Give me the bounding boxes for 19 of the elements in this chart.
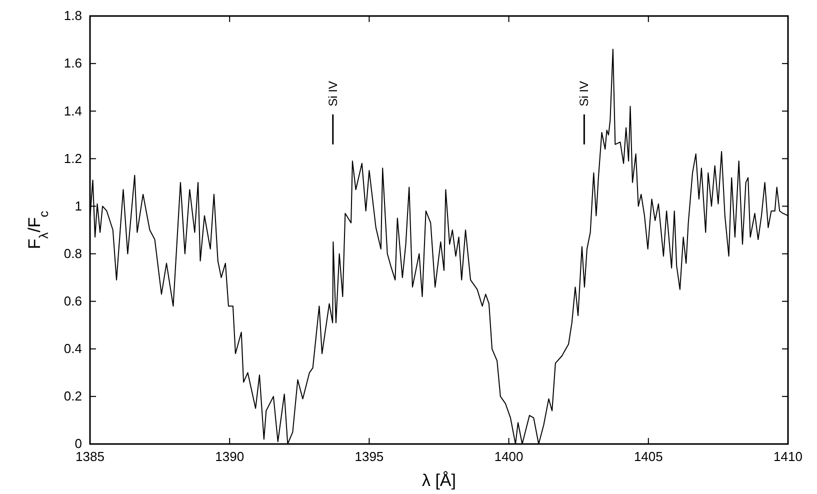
y-tick-label: 0.6: [64, 293, 82, 308]
y-tick-label: 0.2: [64, 388, 82, 404]
x-tick-label: 1385: [76, 449, 104, 464]
y-tick-label: 0.8: [64, 246, 82, 261]
y-tick-label: 1.4: [64, 103, 82, 118]
x-tick-label: 1395: [354, 449, 384, 464]
y-tick-label: 0.4: [64, 341, 82, 356]
y-tick-label: 1: [74, 198, 82, 214]
ref-line-label: Si IV: [326, 81, 340, 106]
x-tick-label: 1410: [774, 449, 802, 464]
x-tick-label: 1405: [634, 449, 663, 464]
x-tick-label: 1400: [494, 449, 524, 464]
x-tick-label: 1390: [215, 449, 244, 464]
x-axis-title: λ [Å]: [422, 471, 456, 490]
y-tick-label: 0: [74, 436, 82, 452]
y-tick-label: 1.2: [64, 150, 82, 166]
y-tick-label: 1.6: [64, 56, 82, 71]
y-tick-label: 1.8: [64, 8, 82, 24]
ref-line-label: Si IV: [577, 81, 592, 106]
